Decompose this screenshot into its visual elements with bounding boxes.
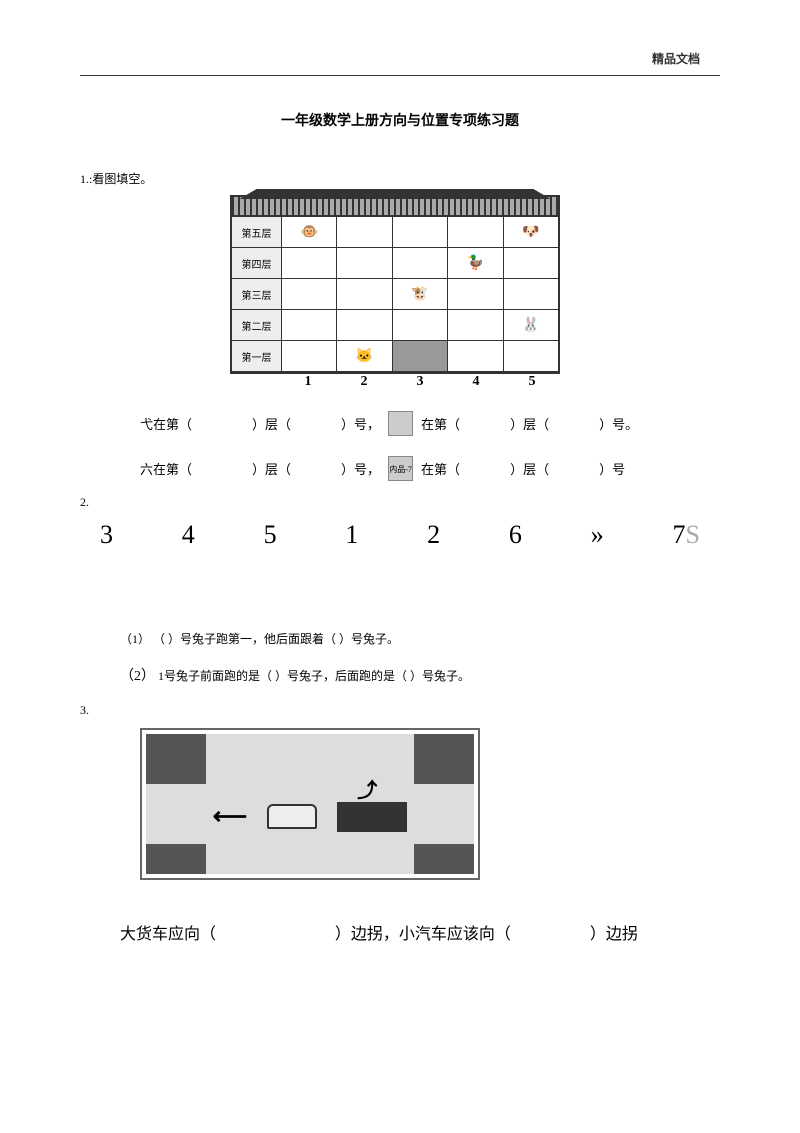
cell — [337, 310, 392, 340]
road-block — [414, 734, 474, 784]
cell — [504, 341, 558, 371]
text: 1号兔子前面跑的是（ ）号兔子，后面跑的是（ ）号兔子。 — [158, 669, 470, 683]
floor-label: 第三层 — [232, 279, 282, 309]
floor-2: 第二层 🐰 — [232, 310, 558, 341]
cell: 🐮 — [393, 279, 448, 309]
text: ）层（ — [510, 414, 549, 433]
road-block — [146, 844, 206, 874]
q1-fill-1: 弋在第（ ）层（ ）号， 在第（ ）层（ ）号。 — [140, 405, 660, 442]
floor-3: 第三层 🐮 — [232, 279, 558, 310]
road-block — [414, 844, 474, 874]
text: ）号， — [341, 414, 380, 433]
cell — [448, 341, 503, 371]
floor-label: 第二层 — [232, 310, 282, 340]
col-num: 1 — [280, 374, 336, 390]
content-area: 一年级数学上册方向与位置专项练习题 1.:看图填空。 第五层 🐵 🐶 第四层 — [80, 110, 720, 944]
text: ）边拐，小汽车应该向（ — [335, 926, 511, 943]
building-figure: 第五层 🐵 🐶 第四层 🦆 — [230, 195, 560, 390]
col-num: 5 — [504, 374, 560, 390]
cell — [337, 248, 392, 278]
column-numbers: 1 2 3 4 5 — [280, 374, 560, 390]
text: ）边拐 — [590, 926, 638, 943]
truck-icon — [337, 802, 407, 832]
q3-text: 大货车应向（ ）边拐，小汽车应该向（ ）边拐 — [120, 920, 680, 944]
q1-label: 1.:看图填空。 — [80, 170, 720, 187]
cell — [448, 279, 503, 309]
arrow-left-icon: ⟵ — [213, 802, 247, 831]
cell — [337, 279, 392, 309]
text: 大货车应向（ — [120, 926, 216, 943]
col-num: 4 — [448, 374, 504, 390]
road-block — [146, 734, 206, 784]
q2-label: 2. — [80, 495, 720, 510]
text: 六在第（ — [140, 459, 192, 478]
text: 在第（ — [421, 459, 460, 478]
text: ）层（ — [252, 414, 291, 433]
road-figure: ⟵ ⤴ — [140, 728, 480, 880]
door-cell — [393, 341, 448, 371]
rabbit-num: 5 — [264, 520, 277, 550]
floor-label: 第四层 — [232, 248, 282, 278]
text: （2） — [120, 669, 155, 684]
text: ）号 — [599, 459, 625, 478]
cell — [282, 341, 337, 371]
q1-fill-2: 六在第（ ）层（ ）号， 内品-7 在第（ ）层（ ）号 — [140, 450, 660, 487]
q2-number-row: 3 4 5 1 2 6 » 7S — [80, 520, 720, 550]
page-title: 一年级数学上册方向与位置专项练习题 — [80, 110, 720, 130]
text: ）号， — [341, 459, 380, 478]
floor-label: 第五层 — [232, 217, 282, 247]
cell — [393, 248, 448, 278]
floor-1: 第一层 🐱 — [232, 341, 558, 372]
rabbit-num: » — [591, 520, 604, 550]
cell — [282, 279, 337, 309]
floor-label: 第一层 — [232, 341, 282, 371]
cell: 🦆 — [448, 248, 503, 278]
cell — [337, 217, 392, 247]
q2-sub2: （2） 1号兔子前面跑的是（ ）号兔子，后面跑的是（ ）号兔子。 — [120, 665, 680, 685]
cell: 🐱 — [337, 341, 392, 371]
floor-5: 第五层 🐵 🐶 — [232, 217, 558, 248]
cell — [504, 279, 558, 309]
rabbit-num: 7S — [672, 520, 699, 550]
cell — [282, 248, 337, 278]
cell — [393, 310, 448, 340]
rabbit-num: 6 — [509, 520, 522, 550]
text: 弋在第（ — [140, 414, 192, 433]
cell — [393, 217, 448, 247]
cell: 🐰 — [504, 310, 558, 340]
text: ）号。 — [599, 414, 638, 433]
rabbit-num: 1 — [345, 520, 358, 550]
rabbit-num: 4 — [182, 520, 195, 550]
roof — [232, 197, 558, 217]
cell — [282, 310, 337, 340]
animal-icon — [388, 411, 413, 436]
header-divider — [80, 75, 720, 76]
text: ）层（ — [252, 459, 291, 478]
cell: 🐵 — [282, 217, 337, 247]
cell — [504, 248, 558, 278]
rabbit-num: 3 — [100, 520, 113, 550]
col-num: 3 — [392, 374, 448, 390]
text: 在第（ — [421, 414, 460, 433]
car-icon — [267, 804, 317, 829]
col-num: 2 — [336, 374, 392, 390]
cell: 🐶 — [504, 217, 558, 247]
cell — [448, 217, 503, 247]
header-label: 精品文档 — [652, 50, 700, 67]
animal-icon: 内品-7 — [388, 456, 413, 481]
arrow-turn-icon: ⤴ — [357, 774, 377, 803]
q3-label: 3. — [80, 703, 720, 718]
floor-4: 第四层 🦆 — [232, 248, 558, 279]
rabbit-num: 2 — [427, 520, 440, 550]
q2-sub1: （1） （ ）号兔子跑第一，他后面跟着（ ）号兔子。 — [120, 630, 680, 647]
text: ）层（ — [510, 459, 549, 478]
cell — [448, 310, 503, 340]
